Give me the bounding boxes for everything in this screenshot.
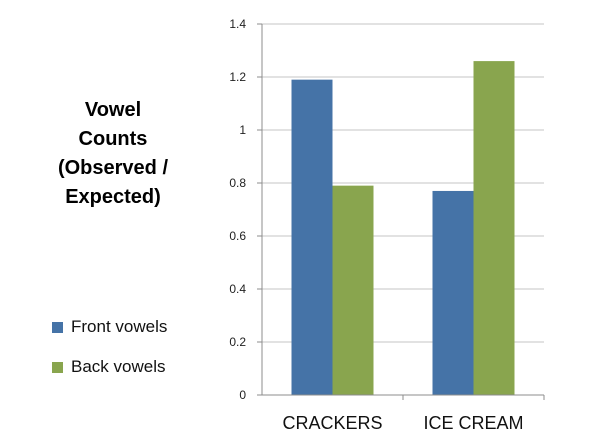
y-axis-label-line: Expected) <box>65 186 161 208</box>
y-axis-label-line: Vowel <box>84 99 142 121</box>
y-tick-label: 0.4 <box>229 282 246 296</box>
y-axis-label-line: (Observed / <box>57 157 169 179</box>
y-tick-label: 0.8 <box>229 176 246 190</box>
bars <box>291 61 515 396</box>
legend-item-front-vowels: Front vowels <box>52 316 167 338</box>
y-tick-label: 0.2 <box>229 335 246 349</box>
bar-front-vowels <box>291 79 333 396</box>
bar-back-vowels <box>332 185 374 395</box>
x-category-label: CRACKERS <box>282 413 382 433</box>
y-axis-ticks: 0 0.2 0.4 0.6 0.8 1 1.2 1.4 <box>229 17 262 402</box>
y-tick-label: 1 <box>239 123 246 137</box>
legend-label: Front vowels <box>71 317 168 336</box>
y-axis-label-line: Counts <box>78 128 148 150</box>
y-tick-label: 0 <box>239 388 246 402</box>
bar-back-vowels <box>473 61 515 395</box>
legend-item-back-vowels: Back vowels <box>52 356 167 378</box>
legend-label: Back vowels <box>71 357 166 376</box>
y-tick-label: 1.2 <box>229 70 246 84</box>
x-axis-labels: CRACKERS ICE CREAM <box>282 395 545 433</box>
y-tick-label: 1.4 <box>229 17 246 31</box>
x-category-label: ICE CREAM <box>423 413 523 433</box>
legend-swatch-back-vowels <box>52 361 63 373</box>
y-axis-label: Vowel Counts (Observed / Expected) <box>20 96 206 212</box>
legend: Front vowels Back vowels <box>52 316 167 396</box>
legend-swatch-front-vowels <box>52 321 63 333</box>
bar-front-vowels <box>432 190 474 395</box>
y-tick-label: 0.6 <box>229 229 246 243</box>
